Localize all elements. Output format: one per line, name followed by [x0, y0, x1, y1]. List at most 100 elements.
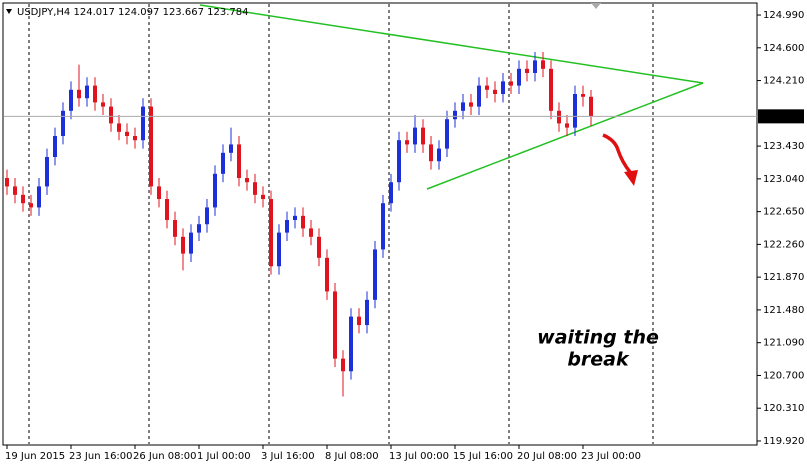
candle-body — [485, 85, 489, 90]
y-tick-label: 123.040 — [763, 174, 804, 185]
candle-body — [453, 110, 457, 120]
candle-body — [133, 136, 137, 141]
candle-body — [301, 215, 305, 229]
candle-body — [141, 106, 145, 141]
y-tick-label: 124.990 — [763, 10, 804, 21]
candle-body — [429, 144, 433, 162]
candle-body — [373, 249, 377, 300]
candle-body — [445, 119, 449, 149]
candle-body — [437, 148, 441, 162]
candle-body — [229, 144, 233, 153]
candle-body — [501, 81, 505, 95]
price-label: 123.784 — [763, 111, 804, 122]
price-box — [758, 109, 804, 124]
candle-body — [189, 232, 193, 254]
x-tick-label: 23 Jul 00:00 — [581, 451, 641, 462]
candle-body — [589, 96, 593, 117]
candle-body — [245, 178, 249, 183]
candle-body — [549, 68, 553, 111]
candle-body — [421, 127, 425, 145]
candle-body — [37, 186, 41, 208]
candle-body — [101, 102, 105, 107]
candle-body — [165, 199, 169, 221]
candle-body — [181, 236, 185, 254]
x-tick-label: 23 Jun 16:00 — [69, 451, 133, 462]
candle-body — [349, 316, 353, 372]
y-tick-label: 124.210 — [763, 76, 804, 87]
candle-body — [381, 203, 385, 250]
menu-icon — [6, 9, 12, 14]
trend-line — [199, 4, 704, 84]
vertical-grid — [28, 4, 654, 444]
candle-body — [477, 85, 481, 107]
shift-marker — [591, 3, 601, 9]
x-tick-label: 8 Jul 08:00 — [325, 451, 379, 462]
annotation: break — [567, 349, 630, 371]
candle-body — [85, 85, 89, 99]
candle-body — [109, 106, 113, 124]
candle-body — [205, 207, 209, 225]
candle-body — [269, 199, 273, 267]
candle-body — [261, 194, 265, 200]
candle-body — [13, 186, 17, 195]
y-tick-label: 121.870 — [763, 272, 804, 283]
candle-body — [557, 110, 561, 124]
candle-body — [541, 60, 545, 69]
annotation: waiting the — [537, 327, 659, 349]
candle-body — [21, 194, 25, 204]
candle-body — [469, 102, 473, 107]
candle-body — [253, 182, 257, 195]
candle-body — [413, 127, 417, 145]
symbol: USDJPY,H4 — [17, 7, 70, 18]
x-tick-label: 15 Jul 16:00 — [453, 451, 513, 462]
candle-body — [509, 81, 513, 86]
x-tick-label: 20 Jul 08:00 — [517, 451, 577, 462]
candle-body — [325, 257, 329, 292]
candle-body — [197, 224, 201, 233]
candle-body — [149, 106, 153, 187]
candle-body — [389, 182, 393, 204]
candle-body — [117, 123, 121, 132]
x-tick-label: 3 Jul 16:00 — [261, 451, 315, 462]
y-tick-label: 121.090 — [763, 338, 804, 349]
candle-body — [573, 94, 577, 128]
candle-body — [517, 68, 521, 86]
low-value: 123.667 — [163, 7, 204, 18]
candle-body — [333, 291, 337, 359]
y-tick-label: 120.310 — [763, 403, 804, 414]
header: USDJPY,H4 124.017 124.097 123.667 123.78… — [17, 7, 248, 18]
candles — [5, 52, 593, 397]
trend-line — [426, 82, 704, 190]
candle-body — [525, 68, 529, 74]
candle-body — [533, 60, 537, 74]
candle-body — [45, 157, 49, 187]
candle-body — [69, 89, 73, 111]
candle-body — [581, 94, 585, 97]
y-tick-label: 122.260 — [763, 239, 804, 250]
y-tick-label: 123.430 — [763, 141, 804, 152]
candle-body — [405, 140, 409, 145]
candle-body — [5, 178, 9, 187]
candle-body — [565, 123, 569, 128]
plot-frame — [2, 2, 758, 446]
candle-body — [293, 215, 297, 221]
candle-body — [237, 144, 241, 179]
x-tick-label: 26 Jun 08:00 — [133, 451, 197, 462]
open-value: 124.017 — [73, 7, 114, 18]
high-value: 124.097 — [118, 7, 159, 18]
candle-body — [53, 136, 57, 158]
arrow — [602, 133, 632, 174]
x-tick-label: 19 Jun 2015 — [5, 451, 65, 462]
y-tick-label: 124.600 — [763, 43, 804, 54]
candle-body — [29, 203, 33, 208]
candle-body — [213, 173, 217, 208]
y-tick-label: 121.480 — [763, 305, 804, 316]
y-tick-label: 120.700 — [763, 370, 804, 381]
x-tick-label: 1 Jul 00:00 — [197, 451, 251, 462]
candle-body — [157, 186, 161, 200]
candle-body — [341, 358, 345, 372]
candle-body — [357, 316, 361, 326]
candle-body — [397, 140, 401, 183]
